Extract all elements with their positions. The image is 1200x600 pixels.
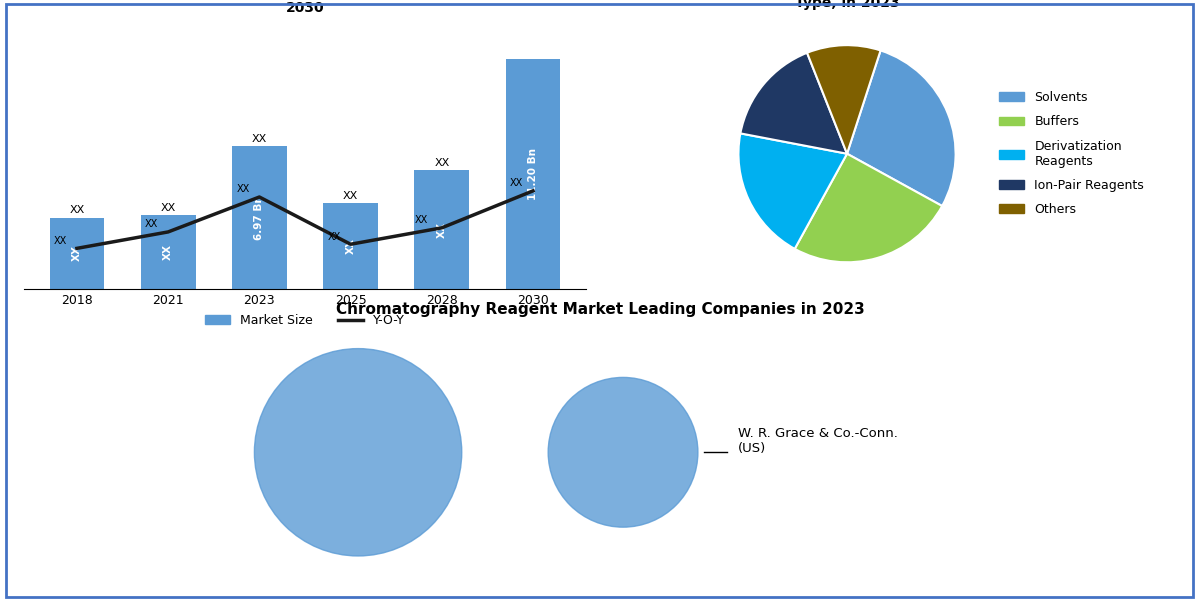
Title: Chromatography Reagent Market Leading Companies in 2023: Chromatography Reagent Market Leading Co…	[336, 302, 864, 317]
Text: XX: XX	[145, 220, 158, 229]
Text: XX: XX	[415, 215, 428, 226]
Wedge shape	[738, 133, 847, 249]
Text: 11.20 Bn: 11.20 Bn	[528, 148, 538, 200]
Ellipse shape	[548, 377, 698, 527]
Legend: Market Size, Y-O-Y: Market Size, Y-O-Y	[200, 309, 409, 332]
Text: XX: XX	[510, 178, 523, 188]
Text: XX: XX	[54, 236, 67, 246]
Text: XX: XX	[252, 134, 266, 144]
Text: XX: XX	[437, 222, 446, 238]
Title: Chromatography Reagent Market Share by
Type, in 2023: Chromatography Reagent Market Share by T…	[679, 0, 1015, 10]
Bar	[505, 59, 560, 289]
Wedge shape	[808, 45, 881, 154]
Bar	[232, 146, 287, 289]
Wedge shape	[847, 50, 955, 206]
Text: XX: XX	[328, 232, 341, 242]
Text: XX: XX	[236, 184, 250, 194]
Text: XX: XX	[72, 245, 82, 262]
Text: 6.97 Bn: 6.97 Bn	[254, 196, 264, 240]
Legend: Solvents, Buffers, Derivatization
Reagents, Ion-Pair Reagents, Others: Solvents, Buffers, Derivatization Reagen…	[995, 86, 1150, 221]
Text: XX: XX	[70, 205, 84, 215]
Bar	[49, 218, 104, 289]
Wedge shape	[740, 53, 847, 154]
Text: XX: XX	[346, 238, 355, 254]
Text: XX: XX	[343, 191, 359, 201]
Bar	[323, 203, 378, 289]
Text: XX: XX	[163, 244, 173, 260]
Bar	[414, 170, 469, 289]
Ellipse shape	[254, 349, 462, 556]
Bar	[140, 215, 196, 289]
Text: XX: XX	[161, 203, 175, 213]
Title: Chromatography Reagent Market
Revenue in USD Billion, 2018-
2030: Chromatography Reagent Market Revenue in…	[174, 0, 436, 16]
Text: XX: XX	[434, 158, 450, 168]
Wedge shape	[794, 154, 942, 262]
Text: W. R. Grace & Co.-Conn.
(US): W. R. Grace & Co.-Conn. (US)	[738, 427, 898, 455]
